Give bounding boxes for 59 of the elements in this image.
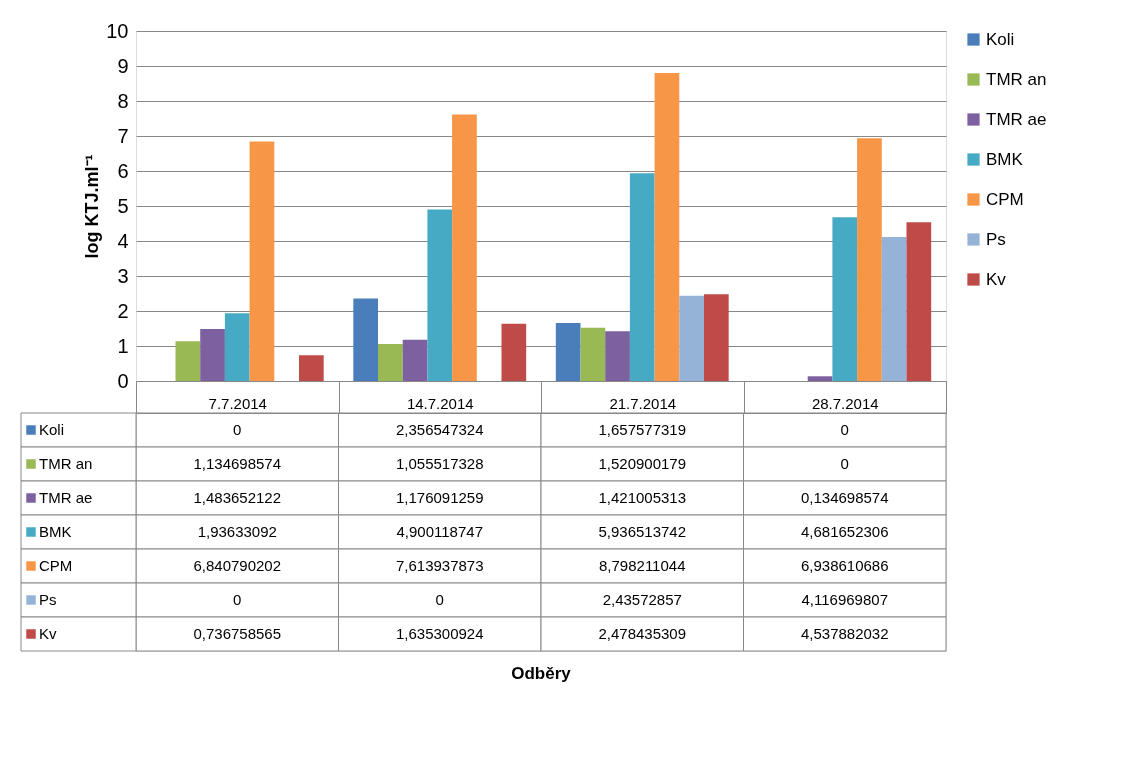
data-label: 1,635300924 bbox=[395, 625, 484, 642]
data-label: 0,134698574 bbox=[800, 489, 889, 506]
data-label: 5,936513742 bbox=[598, 523, 687, 540]
data-label: 1,421005313 bbox=[598, 489, 687, 506]
legend-label: CPM bbox=[986, 189, 1024, 209]
y-tick-label: 10 bbox=[106, 19, 129, 42]
x-tick-label: 7.7.2014 bbox=[208, 394, 267, 412]
x-tick-label: 14.7.2014 bbox=[406, 394, 474, 412]
text: Kv bbox=[39, 625, 57, 642]
text: BMK bbox=[39, 523, 72, 540]
y-tick-label: 6 bbox=[117, 159, 129, 182]
text: TMR an bbox=[986, 69, 1047, 89]
y-axis-title: log KTJ.ml⁻¹ bbox=[82, 154, 103, 259]
data-label: 0 bbox=[233, 421, 242, 438]
data-label: 4,681652306 bbox=[800, 523, 889, 540]
data-label: 2,478435309 bbox=[598, 625, 687, 642]
y-tick-label: 2 bbox=[117, 299, 129, 322]
data-label: 2,43572857 bbox=[602, 591, 682, 608]
data-label: 0 bbox=[840, 455, 849, 472]
legend-label: Koli bbox=[39, 421, 65, 438]
data-label: 4,537882032 bbox=[800, 625, 889, 642]
y-tick-label: 1 bbox=[117, 334, 129, 357]
legend-label: BMK bbox=[986, 149, 1024, 169]
data-label: 2,356547324 bbox=[395, 421, 484, 438]
data-label: 7,613937873 bbox=[395, 557, 484, 574]
text: Ps bbox=[39, 591, 57, 608]
text: Koli bbox=[986, 29, 1015, 49]
data-label: 1,657577319 bbox=[598, 421, 687, 438]
y-tick-label: 5 bbox=[117, 194, 129, 217]
data-label: 0,736758565 bbox=[193, 625, 282, 642]
data-label: 4,116969807 bbox=[801, 591, 888, 608]
text: CPM bbox=[39, 557, 73, 574]
y-tick-label: 8 bbox=[117, 89, 129, 112]
y-tick-label: 0 bbox=[117, 369, 129, 392]
data-label: 1,520900179 bbox=[598, 455, 687, 472]
data-label: 0 bbox=[233, 591, 242, 608]
data-label: 8,798211044 bbox=[599, 557, 686, 574]
data-label: 1,055517328 bbox=[395, 455, 484, 472]
legend-label: TMR an bbox=[39, 455, 93, 472]
data-label: 0 bbox=[435, 591, 444, 608]
legend-label: Kv bbox=[986, 269, 1007, 289]
y-tick-label: 7 bbox=[117, 124, 129, 147]
data-label: 1,93633092 bbox=[197, 523, 277, 540]
data-label: 0 bbox=[840, 421, 849, 438]
text: TMR ae bbox=[986, 109, 1047, 129]
y-tick-label: 9 bbox=[117, 54, 129, 77]
legend-label: TMR ae bbox=[39, 489, 93, 506]
data-label: 4,900118747 bbox=[396, 523, 483, 540]
data-label: 1,134698574 bbox=[193, 455, 282, 472]
data-label: 1,176091259 bbox=[395, 489, 484, 506]
y-tick-label: 3 bbox=[117, 264, 129, 287]
x-tick-label: 28.7.2014 bbox=[811, 394, 879, 412]
x-tick-label: 21.7.2014 bbox=[609, 394, 677, 412]
legend-label: Ps bbox=[986, 229, 1006, 249]
data-label: 6,938610686 bbox=[800, 557, 889, 574]
text: Odběry bbox=[511, 663, 572, 683]
data-label: 6,840790202 bbox=[193, 557, 282, 574]
y-tick-label: 4 bbox=[117, 229, 129, 252]
data-label: 1,483652122 bbox=[193, 489, 282, 506]
